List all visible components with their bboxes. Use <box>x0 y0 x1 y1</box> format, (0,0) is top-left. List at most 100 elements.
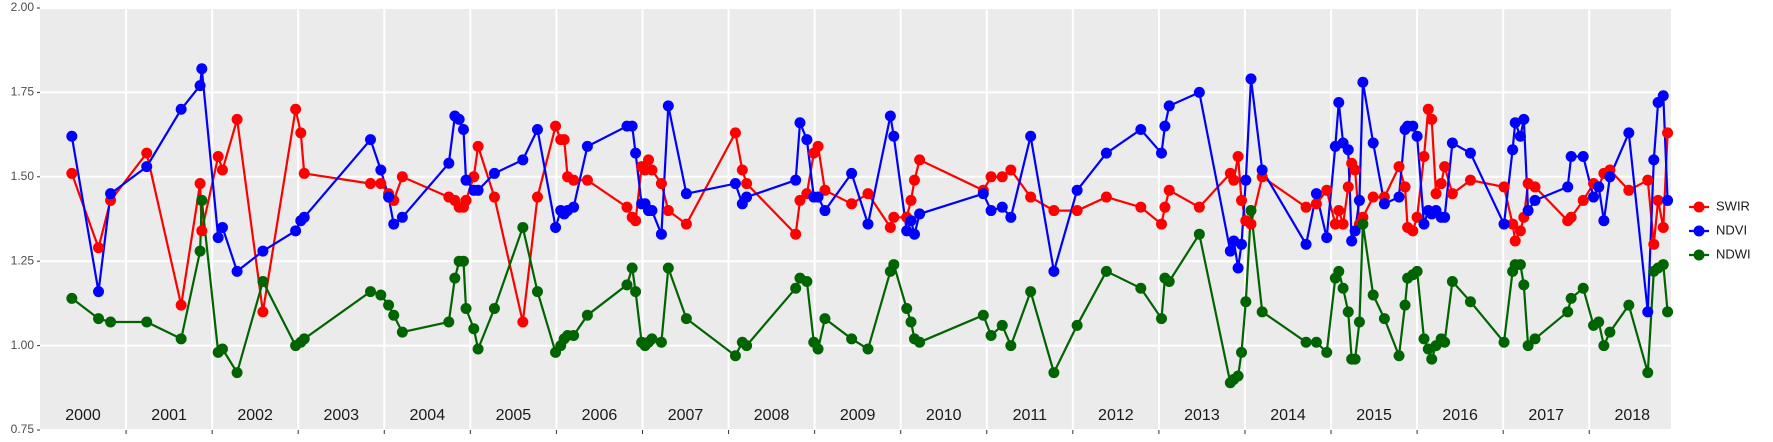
point <box>1648 238 1660 250</box>
year-label: 2009 <box>840 407 876 424</box>
point <box>1163 184 1175 196</box>
point <box>1236 346 1248 358</box>
point <box>1446 188 1458 200</box>
point <box>1514 130 1526 142</box>
point <box>794 117 806 129</box>
point <box>449 272 461 284</box>
point <box>66 167 78 179</box>
point <box>643 154 655 166</box>
point <box>517 154 529 166</box>
point <box>1005 164 1017 176</box>
point <box>231 265 243 277</box>
year-label: 2013 <box>1184 407 1220 424</box>
point <box>194 178 206 190</box>
point <box>468 323 480 335</box>
point <box>908 228 920 240</box>
point <box>1588 191 1600 203</box>
point <box>1411 211 1423 223</box>
point <box>558 134 570 146</box>
point <box>93 313 105 325</box>
year-label: 2001 <box>151 407 187 424</box>
point <box>801 134 813 146</box>
point <box>1411 130 1423 142</box>
point <box>996 319 1008 331</box>
point <box>1509 117 1521 129</box>
point <box>1193 86 1205 98</box>
point <box>531 191 543 203</box>
point <box>1155 313 1167 325</box>
year-label: 2014 <box>1270 407 1306 424</box>
point <box>257 306 269 318</box>
point <box>1300 201 1312 213</box>
point <box>996 171 1008 183</box>
point <box>1240 174 1252 186</box>
year-label: 2000 <box>65 407 101 424</box>
point <box>1393 191 1405 203</box>
point <box>460 194 472 206</box>
point <box>1353 194 1365 206</box>
legend-label: SWIR <box>1716 198 1750 213</box>
point <box>1562 181 1574 193</box>
point <box>1662 306 1674 318</box>
point <box>550 221 562 233</box>
point <box>231 113 243 125</box>
point <box>1025 191 1037 203</box>
point <box>1342 181 1354 193</box>
point <box>531 124 543 136</box>
point <box>1518 279 1530 291</box>
point <box>1522 205 1534 217</box>
point <box>298 167 310 179</box>
point <box>1446 137 1458 149</box>
point <box>1193 201 1205 213</box>
point <box>568 201 580 213</box>
point <box>1357 76 1369 88</box>
point <box>1333 205 1345 217</box>
point <box>1236 238 1248 250</box>
point <box>1228 174 1240 186</box>
point <box>977 309 989 321</box>
year-label: 2008 <box>754 407 790 424</box>
point <box>736 164 748 176</box>
point <box>985 205 997 217</box>
point <box>1593 316 1605 328</box>
point <box>905 316 917 328</box>
point <box>216 164 228 176</box>
point <box>1426 113 1438 125</box>
point <box>1346 235 1358 247</box>
point <box>908 174 920 186</box>
point <box>488 302 500 314</box>
point <box>472 140 484 152</box>
point <box>105 316 117 328</box>
point <box>1378 198 1390 210</box>
point <box>1333 97 1345 109</box>
year-label: 2004 <box>410 407 446 424</box>
point <box>914 208 926 220</box>
point <box>295 127 307 139</box>
point <box>1321 232 1333 244</box>
point <box>621 279 633 291</box>
point <box>630 286 642 298</box>
point <box>383 191 395 203</box>
point <box>888 259 900 271</box>
point <box>790 174 802 186</box>
point <box>1577 151 1589 163</box>
point <box>680 188 692 200</box>
point <box>1393 350 1405 362</box>
legend-label: NDVI <box>1716 222 1747 237</box>
year-label: 2010 <box>926 407 962 424</box>
year-label: 2016 <box>1442 407 1478 424</box>
point <box>662 262 674 274</box>
point <box>1529 181 1541 193</box>
legend-label: NDWI <box>1716 246 1751 261</box>
point <box>1310 336 1322 348</box>
point <box>729 127 741 139</box>
point <box>1135 201 1147 213</box>
point <box>443 157 455 169</box>
point <box>1577 282 1589 294</box>
point <box>680 218 692 230</box>
point <box>1224 245 1236 257</box>
point <box>1245 205 1257 217</box>
point <box>66 130 78 142</box>
point <box>365 286 377 298</box>
point <box>1048 367 1060 379</box>
